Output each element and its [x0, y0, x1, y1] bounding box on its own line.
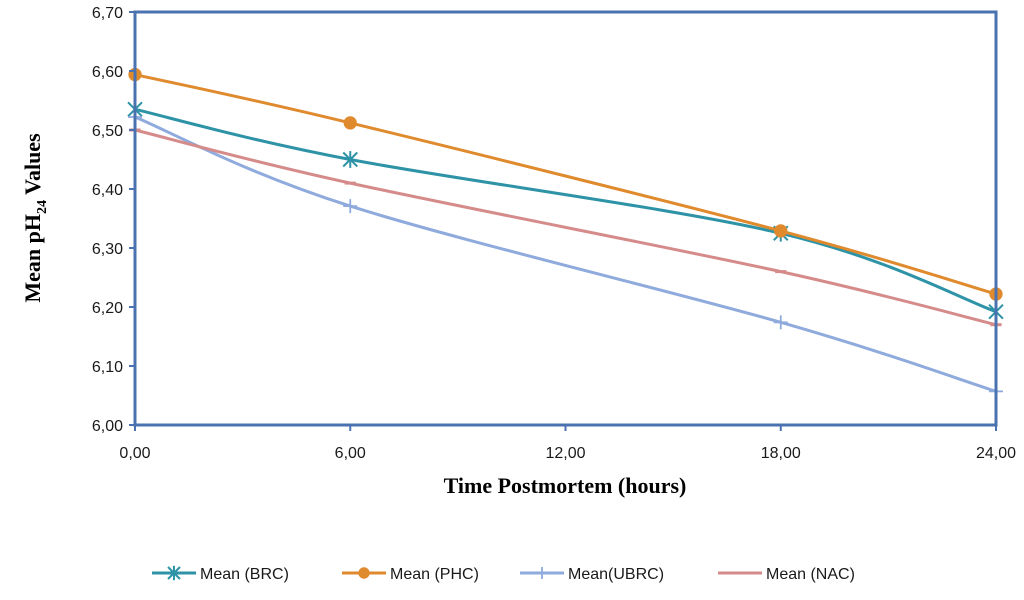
- y-tick-label: 6,60: [92, 64, 123, 81]
- legend-swatch-marker: [536, 567, 548, 579]
- y-tick-label: 6,50: [92, 123, 123, 140]
- x-axis-title: Time Postmortem (hours): [444, 473, 687, 498]
- legend: Mean (BRC) Mean (PHC) Mean(UBRC) Mean (NAC): [152, 565, 855, 583]
- y-tick-label: 6,20: [92, 300, 123, 317]
- legend-swatch-marker: [358, 567, 370, 579]
- series-line-mean-ubrc: [134, 115, 997, 393]
- legend-label: Mean (NAC): [766, 566, 855, 583]
- x-axis: 0,00 6,00 12,00 18,00 24,00: [119, 425, 1016, 462]
- legend-item-mean-nac: Mean (NAC): [718, 566, 855, 583]
- series-layer: [127, 67, 1004, 399]
- data-point-mean-phc: [343, 116, 357, 130]
- legend-label: Mean (PHC): [390, 566, 479, 583]
- legend-item-mean-brc: Mean (BRC): [152, 565, 289, 583]
- y-tick-label: 6,30: [92, 241, 123, 258]
- y-axis-title-subscript: 24: [35, 200, 50, 214]
- x-tick-label: 24,00: [976, 445, 1016, 462]
- y-axis-title: Mean pH24 Values: [20, 133, 50, 303]
- data-point-mean-brc: [342, 151, 358, 168]
- series-line-mean-nac: [134, 128, 997, 327]
- legend-item-mean-phc: Mean (PHC): [342, 566, 479, 583]
- y-axis-title-main: Mean pH: [20, 214, 45, 303]
- series-line-mean-phc: [134, 73, 997, 296]
- data-point-mean-phc: [774, 224, 788, 238]
- legend-item-mean-ubrc: Mean(UBRC): [520, 566, 664, 583]
- series-line-mean-brc: [134, 107, 997, 314]
- y-axis-title-tail: Values: [20, 133, 45, 200]
- y-tick-label: 6,10: [92, 359, 123, 376]
- data-point-mean-ubrc: [343, 199, 358, 214]
- data-point-mean-ubrc: [773, 315, 788, 330]
- legend-label: Mean (BRC): [200, 566, 289, 583]
- x-tick-label: 6,00: [335, 445, 366, 462]
- x-tick-label: 0,00: [119, 445, 150, 462]
- plot-area-border: [133, 10, 998, 427]
- y-axis: 6,00 6,10 6,20 6,30 6,40 6,50 6,60 6,70: [92, 5, 135, 435]
- y-tick-label: 6,40: [92, 182, 123, 199]
- y-tick-label: 6,70: [92, 5, 123, 22]
- legend-label: Mean(UBRC): [568, 566, 664, 583]
- y-tick-label: 6,00: [92, 418, 123, 435]
- x-tick-label: 18,00: [761, 445, 801, 462]
- x-tick-label: 12,00: [545, 445, 585, 462]
- legend-swatch-marker: [167, 565, 181, 581]
